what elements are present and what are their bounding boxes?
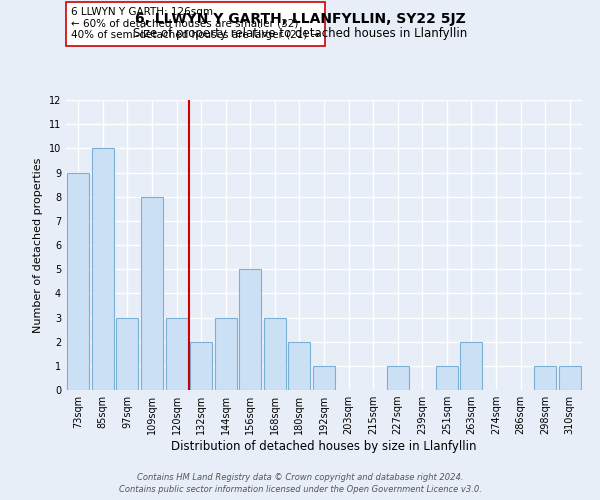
Bar <box>264 318 286 390</box>
Bar <box>67 172 89 390</box>
Bar <box>141 196 163 390</box>
Bar <box>166 318 188 390</box>
Bar <box>534 366 556 390</box>
Text: Contains HM Land Registry data © Crown copyright and database right 2024.: Contains HM Land Registry data © Crown c… <box>137 474 463 482</box>
X-axis label: Distribution of detached houses by size in Llanfyllin: Distribution of detached houses by size … <box>171 440 477 453</box>
Bar <box>190 342 212 390</box>
Bar <box>239 269 262 390</box>
Bar <box>215 318 237 390</box>
Bar <box>313 366 335 390</box>
Bar <box>386 366 409 390</box>
Bar <box>116 318 139 390</box>
Text: Contains public sector information licensed under the Open Government Licence v3: Contains public sector information licen… <box>119 485 481 494</box>
Bar <box>436 366 458 390</box>
Text: 6 LLWYN Y GARTH: 126sqm
← 60% of detached houses are smaller (32)
40% of semi-de: 6 LLWYN Y GARTH: 126sqm ← 60% of detache… <box>71 7 320 40</box>
Bar <box>460 342 482 390</box>
Y-axis label: Number of detached properties: Number of detached properties <box>33 158 43 332</box>
Bar <box>92 148 114 390</box>
Bar <box>559 366 581 390</box>
Text: 6, LLWYN Y GARTH, LLANFYLLIN, SY22 5JZ: 6, LLWYN Y GARTH, LLANFYLLIN, SY22 5JZ <box>134 12 466 26</box>
Bar <box>289 342 310 390</box>
Text: Size of property relative to detached houses in Llanfyllin: Size of property relative to detached ho… <box>133 28 467 40</box>
